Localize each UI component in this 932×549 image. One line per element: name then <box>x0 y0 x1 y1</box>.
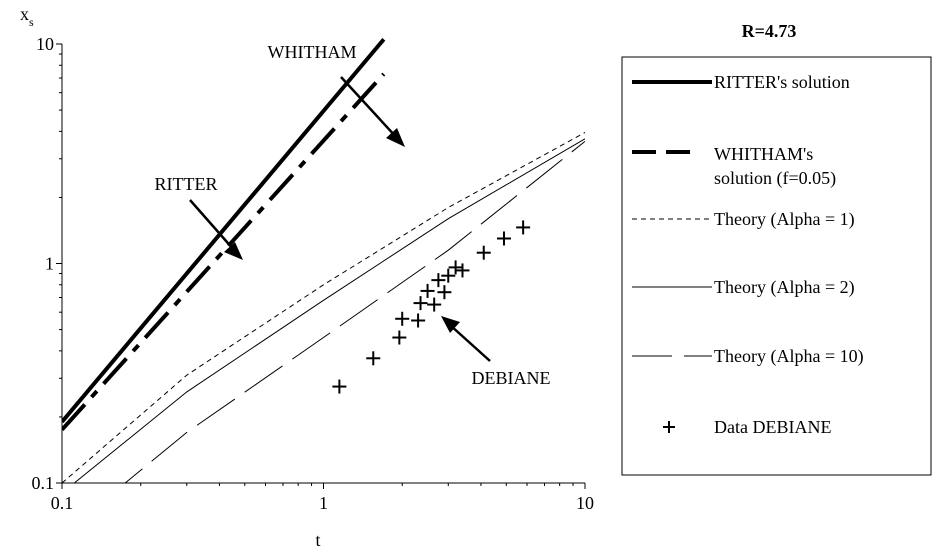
annotation-ritter-arrow-head <box>224 242 243 260</box>
annotation-whitham-arrow-head <box>386 128 405 147</box>
annotation-whitham-arrow-shaft <box>340 76 398 139</box>
data-point-data-debiane <box>476 245 491 260</box>
data-point-data-debiane <box>448 260 463 275</box>
data-point-data-debiane <box>431 273 446 288</box>
series-layer <box>62 38 585 483</box>
y-axis-label: xs <box>20 4 34 29</box>
legend-label-alpha2: Theory (Alpha = 2) <box>714 277 855 298</box>
data-point-data-debiane <box>411 313 426 328</box>
x-axis-label: t <box>315 530 320 549</box>
legend-label-ritter: RITTER's solution <box>714 72 850 92</box>
y-tick-label: 10 <box>36 34 54 54</box>
ticks: 0.1 1 10 0.1 1 10 <box>32 34 595 513</box>
legend-label-whitham: WHITHAM's solution (f=0.05) <box>714 144 836 189</box>
series-line-whitham-s-solution-f-0-05 <box>62 72 386 432</box>
legend-label-debiane: Data DEBIANE <box>714 417 831 437</box>
data-point-data-debiane <box>366 351 381 366</box>
legend-label-alpha1: Theory (Alpha = 1) <box>714 209 855 230</box>
series-line-theory-alpha-10 <box>124 141 585 483</box>
data-point-data-debiane <box>441 268 456 283</box>
y-tick-label: 1 <box>45 254 54 274</box>
data-point-data-debiane <box>332 379 347 394</box>
x-tick-label: 10 <box>576 493 594 513</box>
data-point-data-debiane <box>395 311 410 326</box>
legend-label-whitham-line2: solution (f=0.05) <box>714 168 836 189</box>
y-axis-label-sub: s <box>29 15 34 29</box>
series-line-theory-alpha-1 <box>62 132 585 483</box>
legend-box <box>621 56 932 476</box>
data-point-data-debiane <box>420 283 435 298</box>
annotation-ritter-arrow-shaft <box>189 199 235 251</box>
x-tick-label: 1 <box>319 493 328 513</box>
data-point-data-debiane <box>413 296 428 311</box>
annotation-debiane: DEBIANE <box>472 368 551 388</box>
annotation-debiane-arrow-head <box>441 316 460 333</box>
annotations: WHITHAM RITTER DEBIANE <box>155 42 551 388</box>
data-point-data-debiane <box>516 220 531 235</box>
y-tick-label: 0.1 <box>32 473 55 493</box>
data-point-data-debiane <box>437 285 452 300</box>
legend-label-whitham-line1: WHITHAM's <box>714 144 813 164</box>
data-point-data-debiane <box>496 231 511 246</box>
legend: RITTER's solution WHITHAM's solution (f=… <box>621 56 932 476</box>
series-line-theory-alpha-2 <box>73 138 585 483</box>
data-point-data-debiane <box>455 263 470 278</box>
legend-label-alpha10: Theory (Alpha = 10) <box>714 346 864 367</box>
annotation-whitham: WHITHAM <box>268 42 357 62</box>
legend-sample-debiane <box>663 421 675 433</box>
x-tick-label: 0.1 <box>51 493 74 513</box>
annotation-debiane-arrow-shaft <box>449 324 491 362</box>
data-point-data-debiane <box>392 330 407 345</box>
series-line-ritter-s-solution <box>62 38 386 424</box>
data-point-data-debiane <box>427 297 442 312</box>
chart-title: R=4.73 <box>742 21 797 41</box>
annotation-ritter: RITTER <box>155 174 218 194</box>
y-axis-label-main: x <box>20 4 29 24</box>
